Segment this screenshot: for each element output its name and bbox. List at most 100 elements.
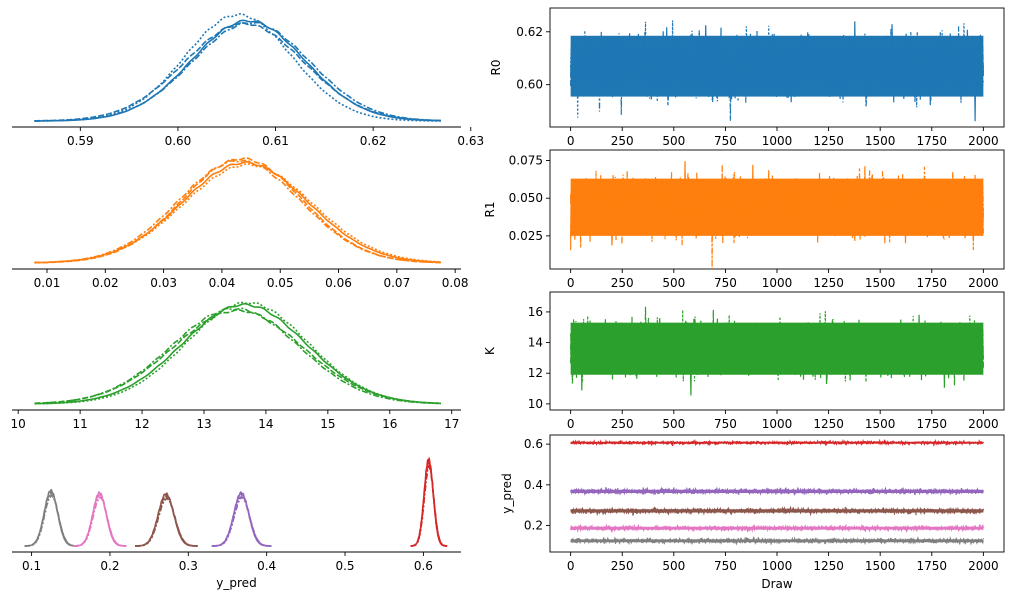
trace-r0-x-tick-label: 750: [714, 134, 737, 148]
trace-r1-x-tick-label: 0: [567, 276, 575, 290]
density-r0-chain-4-curve: [34, 21, 441, 122]
trace-r1-y-tick-label: 0.025: [509, 229, 543, 243]
trace-r0-x-tick-label: 1250: [813, 134, 844, 148]
density-k-x-tick-label: 16: [382, 417, 397, 431]
density-y-pred-gray-chain-3-curve: [24, 492, 78, 547]
trace-k-x-tick-label: 250: [611, 417, 634, 431]
density-r0-chain-2-curve: [34, 22, 441, 122]
trace-r1-y-axis-label: R1: [483, 202, 497, 218]
trace-k-y-axis-label: K: [483, 346, 497, 355]
density-y-pred-x-tick-label: 0.1: [22, 559, 41, 573]
density-panel-k: 10 11 12 13 14 15 16 17: [11, 301, 461, 431]
density-panel-r1: 0.01 0.02 0.03 0.04 0.05 0.06 0.07 0.08: [12, 157, 469, 290]
density-y-pred-pink-chain-4-curve: [73, 496, 127, 547]
trace-k-chain-4-line: [570, 316, 984, 382]
density-r0-chain-3-curve: [34, 12, 441, 122]
trace-r1-x-tick-label: 1000: [762, 276, 793, 290]
trace-y-pred-x-tick-label: 750: [714, 559, 737, 573]
density-k-x-tick-label: 11: [72, 417, 87, 431]
density-r1-x-tick-label: 0.07: [383, 276, 410, 290]
density-y-pred-x-axis-label: y_pred: [216, 576, 256, 590]
trace-k-x-tick-label: 1000: [762, 417, 793, 431]
density-y-pred-brown-chain-3-curve: [135, 495, 198, 547]
density-r0-chain-1-curve: [34, 19, 441, 122]
trace-r0-y-tick-label: 0.60: [516, 78, 543, 92]
trace-r1-x-tick-label: 250: [611, 276, 634, 290]
density-y-pred-brown-chain-2-curve: [135, 493, 198, 547]
trace-y-pred-y-tick-label: 0.2: [524, 519, 543, 533]
trace-y-pred-x-tick-label: 1500: [865, 559, 896, 573]
trace-r0-x-tick-label: 2000: [968, 134, 999, 148]
trace-r1-x-tick-label: 1500: [865, 276, 896, 290]
trace-k-x-tick-label: 1500: [865, 417, 896, 431]
density-k-x-tick-label: 15: [320, 417, 335, 431]
trace-y-pred-brown-chain-2-line: [570, 505, 984, 517]
density-r0-x-tick-label: 0.59: [67, 134, 94, 148]
density-y-pred-red-chain-4-curve: [410, 464, 448, 547]
trace-y-pred-x-tick-label: 0: [567, 559, 575, 573]
density-y-pred-pink-chain-3-curve: [73, 494, 127, 547]
density-y-pred-x-tick-label: 0.6: [414, 559, 433, 573]
trace-y-pred-gray-chain-2-line: [570, 535, 984, 546]
trace-r1-chain-4-line: [570, 166, 984, 270]
density-r1-x-tick-label: 0.06: [325, 276, 352, 290]
trace-y-pred-pink-chain-2-line: [570, 523, 984, 533]
trace-panel-y-pred: 0 250 500 750 1000 1250 1500 1750 2000 0.2 0.4 0.6 y…: [500, 434, 1005, 591]
density-y-pred-brown-chain-4-curve: [135, 496, 198, 547]
density-k-chain-3-curve: [34, 301, 441, 405]
density-k-x-tick-label: 14: [258, 417, 273, 431]
density-r1-x-tick-label: 0.03: [150, 276, 177, 290]
trace-k-y-tick-label: 10: [528, 397, 543, 411]
trace-r0-y-tick-label: 0.62: [516, 25, 543, 39]
trace-k-x-tick-label: 500: [662, 417, 685, 431]
density-r0-x-tick-label: 0.62: [360, 134, 387, 148]
density-panel-r0: 0.59 0.60 0.61 0.62 0.63: [12, 12, 484, 148]
trace-r0-chain-4-line: [570, 26, 984, 121]
trace-y-pred-x-tick-label: 1000: [762, 559, 793, 573]
trace-r1-x-tick-label: 2000: [968, 276, 999, 290]
density-y-pred-brown-chain-1-curve: [135, 492, 198, 547]
trace-panel-r0: 0 250 500 750 1000 1250 1500 1750 2000 0.60 0.62 R0: [489, 7, 1005, 148]
density-k-x-tick-label: 12: [134, 417, 149, 431]
trace-y-pred-y-axis-label: y_pred: [500, 473, 514, 513]
density-y-pred-pink-chain-2-curve: [73, 492, 127, 547]
density-r0-x-tick-label: 0.60: [165, 134, 192, 148]
density-r1-x-tick-label: 0.04: [209, 276, 236, 290]
trace-y-pred-x-tick-label: 500: [662, 559, 685, 573]
trace-k-x-tick-label: 750: [714, 417, 737, 431]
density-r1-x-tick-label: 0.01: [34, 276, 61, 290]
density-y-pred-gray-chain-4-curve: [24, 493, 78, 547]
trace-r0-x-tick-label: 1500: [865, 134, 896, 148]
density-y-pred-gray-chain-1-curve: [24, 488, 78, 547]
trace-y-pred-x-tick-label: 250: [611, 559, 634, 573]
trace-y-pred-x-tick-label: 1750: [916, 559, 947, 573]
trace-r1-x-tick-label: 1750: [916, 276, 947, 290]
density-y-pred-gray-chain-2-curve: [24, 490, 78, 547]
density-y-pred-purple-chain-3-curve: [211, 494, 272, 547]
trace-panel-k: 0 250 500 750 1000 1250 1500 1750 2000 10 12 14 16 K: [483, 291, 1005, 431]
density-r1-chain-4-curve: [34, 159, 441, 264]
trace-y-pred-x-tick-label: 1250: [813, 559, 844, 573]
trace-k-x-tick-label: 1250: [813, 417, 844, 431]
trace-panel-r1: 0 250 500 750 1000 1250 1500 1750 2000 0.025 0.050…: [483, 149, 1005, 290]
density-r1-chain-3-curve: [34, 162, 441, 264]
density-r0-x-tick-label: 0.61: [262, 134, 289, 148]
density-y-pred-x-tick-label: 0.2: [100, 559, 119, 573]
trace-r1-x-tick-label: 750: [714, 276, 737, 290]
trace-r0-x-tick-label: 500: [662, 134, 685, 148]
trace-k-y-tick-label: 16: [528, 305, 543, 319]
trace-r0-x-tick-label: 0: [567, 134, 575, 148]
trace-r0-x-tick-label: 1000: [762, 134, 793, 148]
density-r1-chain-2-curve: [34, 157, 441, 264]
trace-r0-x-tick-label: 1750: [916, 134, 947, 148]
trace-k-y-tick-label: 12: [528, 366, 543, 380]
density-y-pred-pink-chain-1-curve: [73, 490, 127, 547]
density-y-pred-x-tick-label: 0.5: [335, 559, 354, 573]
density-r1-x-tick-label: 0.08: [442, 276, 469, 290]
density-r0-x-tick-label: 0.63: [457, 134, 484, 148]
trace-r0-x-tick-label: 250: [611, 134, 634, 148]
trace-r1-y-tick-label: 0.075: [509, 154, 543, 168]
density-r1-x-tick-label: 0.05: [267, 276, 294, 290]
density-y-pred-red-chain-1-curve: [410, 456, 448, 547]
